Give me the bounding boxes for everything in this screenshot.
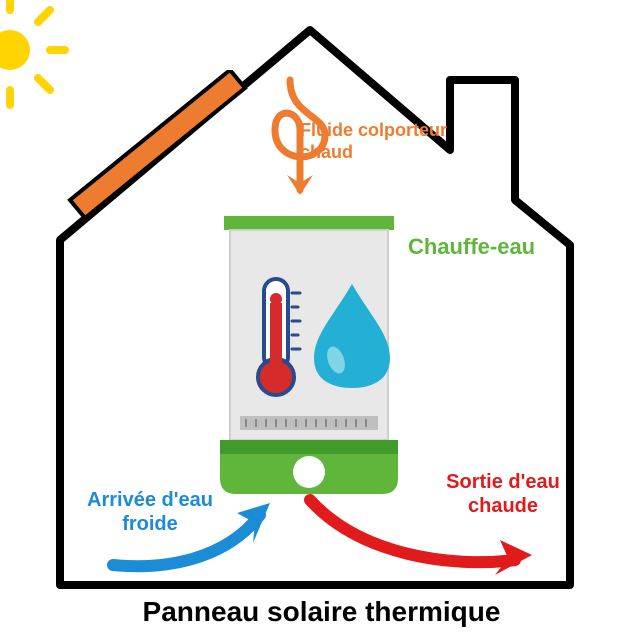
sortie-text-2: chaude [468,495,538,517]
thermometer-icon [248,275,308,405]
chauffe-eau-label: Chauffe-eau [408,234,588,260]
page-title: Panneau solaire thermique [0,596,643,628]
sortie-label: Sortie d'eau chaude [418,470,588,518]
solar-panel [60,70,260,230]
fluide-text-2: chaud [300,142,353,162]
fluide-text-1: Fluide colporteur [300,120,447,140]
diagram-canvas: Fluide colporteur chaud Chauffe-eau Arri… [0,0,643,643]
fluide-label: Fluide colporteur chaud [300,120,520,163]
arrivee-text-1: Arrivée d'eau [87,489,213,511]
arrivee-label: Arrivée d'eau froide [70,488,230,536]
arrivee-text-2: froide [122,513,178,535]
sortie-text-1: Sortie d'eau [446,471,560,493]
water-drop-icon [310,280,395,390]
